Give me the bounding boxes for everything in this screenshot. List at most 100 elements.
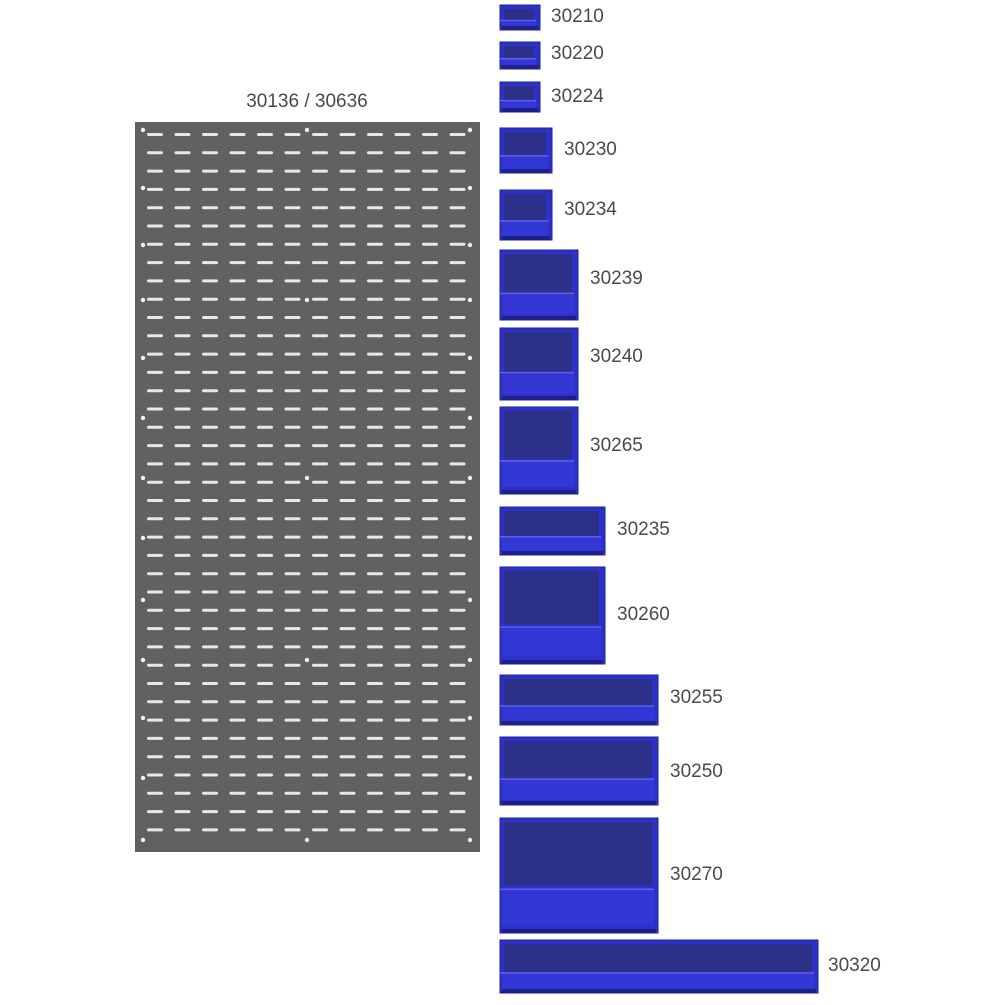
louver-slot <box>202 389 218 393</box>
louver-slot <box>312 462 328 466</box>
bin-front <box>502 889 654 924</box>
louver-slot <box>174 736 191 740</box>
louver-slot <box>174 133 191 136</box>
louver-slot <box>284 425 301 429</box>
louver-slot <box>147 590 163 594</box>
louver-slot <box>312 627 328 631</box>
louver-slot <box>449 370 466 374</box>
bin-label: 30224 <box>551 86 604 107</box>
bin: 30260 <box>499 566 670 665</box>
bin-back <box>504 741 652 779</box>
bin: 30255 <box>499 674 723 726</box>
louver-slot <box>202 627 218 631</box>
louver-slot <box>229 279 246 283</box>
louver-slot <box>312 700 328 704</box>
bin-label: 30210 <box>551 6 604 27</box>
louver-slot <box>284 608 301 612</box>
louver-slot <box>449 718 466 722</box>
louver-slot <box>394 590 411 594</box>
louver-slot <box>147 279 163 283</box>
louver-slot <box>147 682 163 685</box>
keyhole <box>304 127 310 133</box>
louver-slot <box>339 736 356 740</box>
louver-slot <box>174 718 191 722</box>
louver-slot <box>229 828 246 832</box>
louver-slot <box>202 151 218 155</box>
louver-slot <box>367 389 383 393</box>
louver-slot <box>367 224 383 228</box>
louver-slot <box>229 517 246 521</box>
louver-slot <box>339 663 356 667</box>
louver-slot <box>229 645 246 649</box>
louver-slot <box>422 187 438 191</box>
louver-slot <box>284 206 301 210</box>
bin-label: 30270 <box>670 864 723 885</box>
bin-foot <box>502 721 656 725</box>
louver-slot <box>422 773 438 777</box>
louver-slot <box>422 810 438 814</box>
louver-slot <box>284 187 301 191</box>
louver-slot <box>257 462 273 466</box>
louver-slot <box>422 370 438 374</box>
louver-slot <box>449 810 466 814</box>
louver-slot <box>312 663 328 667</box>
louver-slot <box>147 389 163 393</box>
louver-slot <box>312 297 328 301</box>
louver-slot <box>422 425 438 429</box>
louver-slot <box>284 261 301 265</box>
louver-slot <box>367 242 383 246</box>
bin-front <box>502 372 574 395</box>
louver-slot <box>147 352 163 356</box>
louver-slot <box>257 407 273 411</box>
louver-slot <box>202 279 218 283</box>
louver-slot <box>257 499 273 502</box>
louver-slot <box>147 334 163 338</box>
louver-slot <box>229 718 246 722</box>
louver-slot <box>147 444 163 448</box>
louver-slot <box>257 334 273 338</box>
louver-slot <box>312 645 328 649</box>
louver-slot <box>367 187 383 191</box>
louver-slot <box>257 224 273 228</box>
louver-slot <box>257 480 273 484</box>
louver-slot <box>284 133 301 136</box>
louver-slot <box>312 389 328 393</box>
louver-slot <box>449 700 466 704</box>
bin-foot <box>502 660 603 664</box>
louver-slot <box>312 572 328 576</box>
louver-slot <box>394 187 411 191</box>
louver-slot <box>339 261 356 265</box>
bin-label: 30230 <box>564 139 617 160</box>
louver-slot <box>284 535 301 539</box>
louver-slot <box>339 242 356 246</box>
bin: 30265 <box>499 406 643 495</box>
louver-slot <box>202 810 218 814</box>
louver-slot <box>312 370 328 374</box>
louver-slot <box>202 352 218 356</box>
louver-slot <box>339 425 356 429</box>
louver-slot <box>147 718 163 722</box>
bin-back <box>504 571 599 625</box>
louver-slot <box>394 480 411 484</box>
louver-slot <box>284 755 301 759</box>
louver-slot <box>284 553 301 557</box>
louver-slot <box>394 133 411 136</box>
louver-slot <box>339 480 356 484</box>
louver-slot <box>367 425 383 429</box>
louver-slot <box>284 736 301 740</box>
bin-foot <box>502 169 550 173</box>
louver-slot <box>422 627 438 631</box>
louver-slot <box>229 334 246 338</box>
keyhole <box>140 355 146 361</box>
louver-slot <box>147 462 163 466</box>
bin-foot <box>502 396 576 400</box>
louver-slot <box>257 590 273 594</box>
louver-slot <box>449 206 466 210</box>
bin-front <box>502 706 654 721</box>
louver-slot <box>367 316 383 319</box>
louver-slot <box>339 279 356 283</box>
louver-slot <box>312 499 328 502</box>
louver-slot <box>229 224 246 228</box>
bin-front <box>502 779 654 800</box>
louver-slot <box>339 590 356 594</box>
